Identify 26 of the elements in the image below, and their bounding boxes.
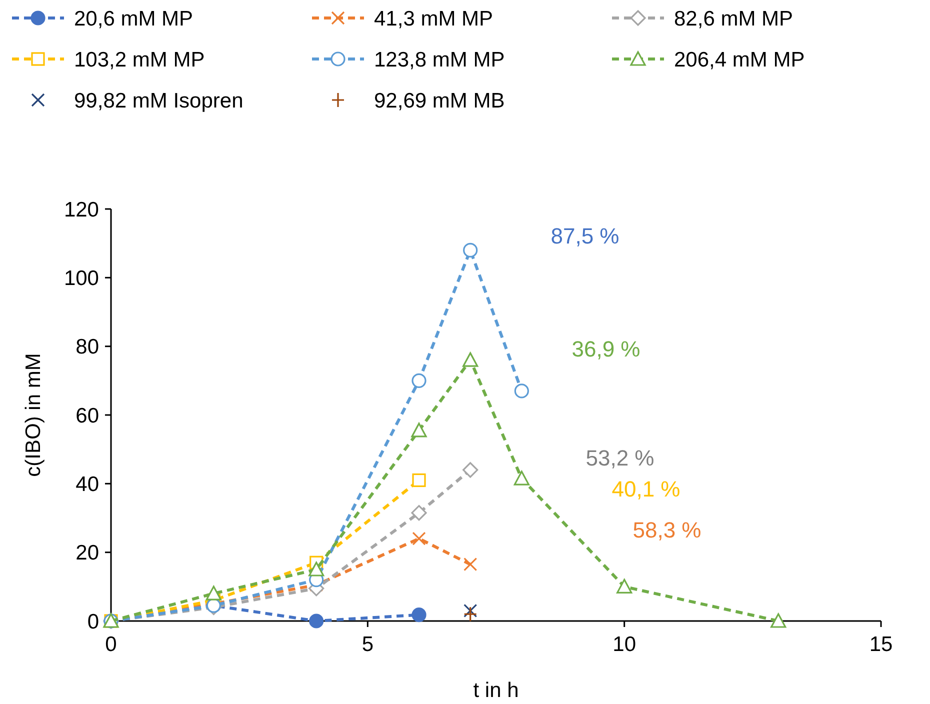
legend-label: 103,2 mM MP xyxy=(74,48,205,72)
annotation: 58,3 % xyxy=(632,518,702,543)
legend-label: 206,4 mM MP xyxy=(674,48,805,72)
x-tick-label: 15 xyxy=(869,633,893,656)
y-axis-title: c(IBO) in mM xyxy=(22,353,45,477)
y-tick-label: 60 xyxy=(76,404,99,428)
x-tick-label: 5 xyxy=(362,633,374,656)
x-tick-label: 10 xyxy=(612,633,636,656)
y-tick-label: 20 xyxy=(76,542,99,565)
y-tick-label: 0 xyxy=(87,610,99,634)
legend-label: 99,82 mM Isopren xyxy=(74,89,244,112)
y-tick-label: 100 xyxy=(64,267,99,290)
annotation: 53,2 % xyxy=(586,446,654,471)
annotation: 87,5 % xyxy=(550,224,620,249)
legend-label: 41,3 mM MP xyxy=(374,7,494,30)
annotation: 40,1 % xyxy=(612,476,680,502)
x-axis-title: t in h xyxy=(473,679,519,702)
legend-label: 123,8 mM MP xyxy=(374,48,505,72)
legend-label: 82,6 mM MP xyxy=(674,7,794,30)
y-tick-label: 40 xyxy=(76,473,99,496)
x-tick-label: 0 xyxy=(105,633,117,656)
legend-label: 92,69 mM MB xyxy=(374,89,505,112)
annotation: 36,9 % xyxy=(572,336,640,362)
y-tick-label: 120 xyxy=(64,198,99,222)
legend-label: 20,6 mM MP xyxy=(74,7,194,30)
y-tick-label: 80 xyxy=(76,336,99,359)
